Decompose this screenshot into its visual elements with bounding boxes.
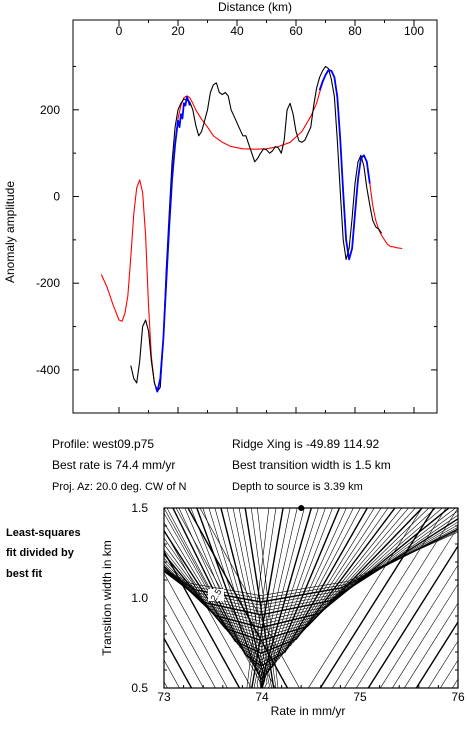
misfit-contour-line [226,508,305,688]
misfit-contour-line [439,659,458,688]
source-depth-text: Depth to source is 3.39 km [232,481,363,493]
misfit-contour-line [164,508,437,635]
profile-plot-frame [72,19,438,414]
misfit-contour-line [164,659,180,688]
misfit-contour-line [238,508,291,688]
contour-x-tick-label: 74 [255,690,269,704]
contour-x-tick-label: 75 [353,690,367,704]
misfit-contour-line [178,508,361,670]
misfit-contour-line [164,636,193,688]
misfit-contour-line [164,594,216,688]
contour-axis-ticks: 73 74 75 76 0.5 1.0 1.5 [131,501,465,704]
misfit-contour-line [199,508,300,688]
misfit-contour-line [403,602,458,688]
misfit-contour-line [208,508,326,687]
misfit-contour-line [164,615,204,688]
misfit-contour-line [379,564,458,688]
misfit-contour-line [164,508,264,688]
misfit-contour-line [249,508,277,688]
profile-name-text: Profile: west09.p75 [52,437,154,451]
misfit-contour-line [415,620,458,688]
misfit-contour-line [331,508,447,688]
profile-x-tick-label: 0 [116,24,123,38]
model-anomaly-line [100,70,403,393]
profile-series [100,65,403,393]
misfit-contour-line [214,508,319,688]
contour-plot-frame [163,507,459,689]
profile-x-tick-label: 80 [348,24,362,38]
profile-chart: 0 20 40 60 80 100 -400 -200 0 200 Distance (km) A… [3,0,438,414]
contour-y-tick-label: 1.5 [131,501,148,515]
observed-anomaly-line [130,65,383,393]
misfit-contour-line [187,508,289,688]
profile-y-tick-label: 200 [40,103,60,117]
contour-x-axis-label: Rate in mm/yr [271,704,346,718]
contour-y-axis-label: Transition width in km [100,540,114,656]
misfit-contour-line [246,508,279,688]
profile-y-tick-label: -200 [36,276,60,290]
profile-axis-ticks: 0 20 40 60 80 100 -400 -200 0 200 [36,20,437,413]
misfit-contour-line [164,572,228,688]
profile-info: Profile: west09.p75 Best rate is 74.4 mm… [52,437,391,493]
contour-x-tick-label: 76 [451,690,465,704]
best-rate-text: Best rate is 74.4 mm/yr [52,458,175,472]
contour-label-background [208,589,224,601]
misfit-contour-line [391,583,458,688]
ridge-crossing-text: Ridge Xing is -49.89 114.92 [232,437,380,451]
contour-note-line-1: Least-squares [6,527,81,539]
misfit-contour-line [164,508,424,642]
misfit-contour-line [427,640,458,688]
contour-y-tick-label: 0.5 [131,681,148,695]
projection-azimuth-text: Proj. Az: 20.0 deg. CW of N [52,481,187,493]
misfit-contour-line [184,508,354,673]
contour-note-line-3: best fit [6,568,42,580]
misfit-contour-line [244,508,284,688]
profile-x-tick-label: 20 [171,24,185,38]
misfit-contour-line [367,544,458,688]
misfit-contour-line [196,508,341,681]
misfit-contour-line [164,681,168,688]
contour-note: Least-squares fit divided by best fit [6,527,81,580]
misfit-contour-line [307,508,423,688]
profile-x-tick-label: 40 [230,24,244,38]
best-fit-marker [298,505,305,511]
profile-y-tick-label: 0 [53,190,60,204]
contour-note-line-2: fit divided by [6,547,75,559]
misfit-contour-line [319,508,435,688]
profile-y-tick-label: -400 [36,363,60,377]
misfit-contour-line [355,526,458,688]
fitted-segment-line [155,69,371,393]
contour-y-tick-label: 1.0 [131,591,148,605]
misfit-contour-line [175,508,276,688]
profile-x-tick-label: 100 [404,24,424,38]
misfit-contour-line [164,549,241,688]
misfit-contour-chart: 73 74 75 760.51.01.5 2.5 Rate in mm/yr Tran… [100,501,467,718]
contour-x-tick-label: 73 [157,690,171,704]
profile-x-tick-label: 60 [289,24,303,38]
misfit-contours [164,508,467,698]
misfit-contour-line [164,508,443,632]
profile-x-axis-label: Distance (km) [218,0,292,14]
misfit-contour-line [458,508,467,698]
misfit-contour-line [164,529,252,688]
misfit-contour-line [172,508,369,667]
profile-y-axis-label: Anomaly amplitude [3,181,17,283]
best-transition-width-text: Best transition width is 1.5 km [232,458,391,472]
misfit-contour-line [164,531,458,596]
misfit-contour-line [343,508,458,688]
misfit-contour-line [164,508,450,629]
